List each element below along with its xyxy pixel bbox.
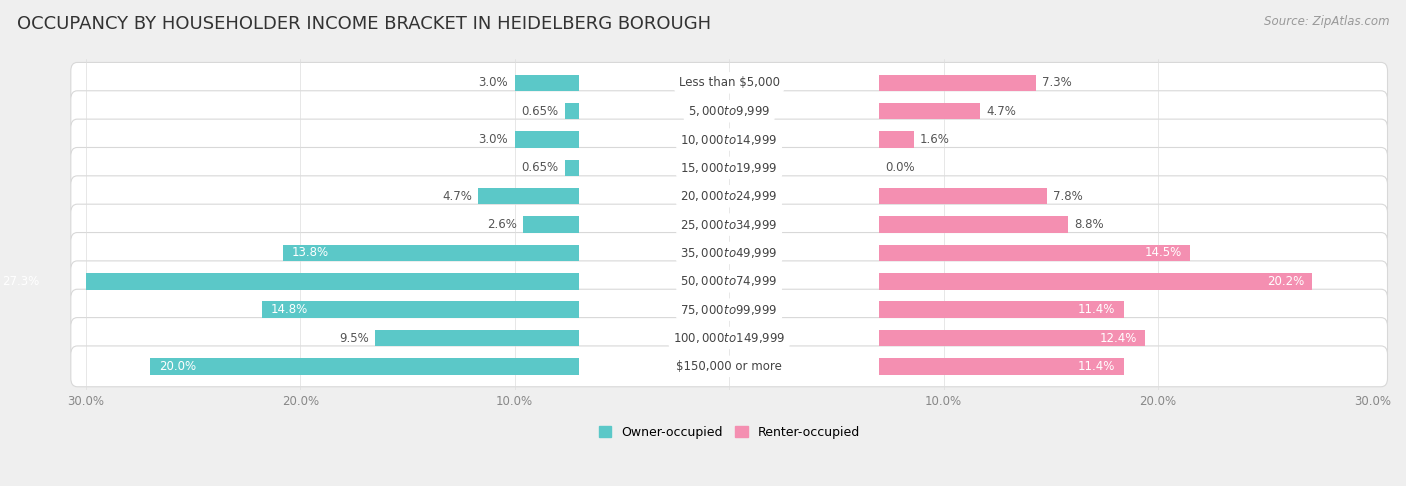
Bar xyxy=(879,75,1036,91)
Text: $150,000 or more: $150,000 or more xyxy=(676,360,782,373)
Text: 7.3%: 7.3% xyxy=(1042,76,1071,89)
Text: $15,000 to $19,999: $15,000 to $19,999 xyxy=(681,161,778,175)
Text: 3.0%: 3.0% xyxy=(478,76,509,89)
Text: 11.4%: 11.4% xyxy=(1078,303,1115,316)
Text: 14.8%: 14.8% xyxy=(270,303,308,316)
Bar xyxy=(879,330,1146,346)
Text: 11.4%: 11.4% xyxy=(1078,360,1115,373)
FancyBboxPatch shape xyxy=(70,147,1388,188)
FancyBboxPatch shape xyxy=(70,62,1388,103)
Bar xyxy=(879,301,1123,318)
Text: $50,000 to $74,999: $50,000 to $74,999 xyxy=(681,274,778,288)
FancyBboxPatch shape xyxy=(70,317,1388,358)
Text: 9.5%: 9.5% xyxy=(339,331,368,345)
Bar xyxy=(262,301,579,318)
Text: Source: ZipAtlas.com: Source: ZipAtlas.com xyxy=(1264,15,1389,28)
Text: $25,000 to $34,999: $25,000 to $34,999 xyxy=(681,218,778,232)
Text: 8.8%: 8.8% xyxy=(1074,218,1104,231)
Bar xyxy=(879,188,1046,205)
Text: OCCUPANCY BY HOUSEHOLDER INCOME BRACKET IN HEIDELBERG BOROUGH: OCCUPANCY BY HOUSEHOLDER INCOME BRACKET … xyxy=(17,15,711,33)
Bar xyxy=(0,273,579,290)
FancyBboxPatch shape xyxy=(70,346,1388,387)
Text: 12.4%: 12.4% xyxy=(1099,331,1136,345)
Bar xyxy=(565,160,579,176)
Text: 20.0%: 20.0% xyxy=(159,360,195,373)
Bar xyxy=(879,273,1312,290)
Text: 14.5%: 14.5% xyxy=(1144,246,1181,260)
Text: $35,000 to $49,999: $35,000 to $49,999 xyxy=(681,246,778,260)
Text: 2.6%: 2.6% xyxy=(486,218,517,231)
FancyBboxPatch shape xyxy=(70,119,1388,160)
FancyBboxPatch shape xyxy=(70,261,1388,302)
Text: $20,000 to $24,999: $20,000 to $24,999 xyxy=(681,189,778,203)
Text: 4.7%: 4.7% xyxy=(441,190,472,203)
Text: $100,000 to $149,999: $100,000 to $149,999 xyxy=(673,331,786,345)
Bar xyxy=(565,103,579,120)
FancyBboxPatch shape xyxy=(70,289,1388,330)
Bar xyxy=(150,358,579,375)
Text: 0.65%: 0.65% xyxy=(522,104,558,118)
Text: $5,000 to $9,999: $5,000 to $9,999 xyxy=(688,104,770,118)
Text: 0.65%: 0.65% xyxy=(522,161,558,174)
Text: 7.8%: 7.8% xyxy=(1053,190,1083,203)
Bar xyxy=(375,330,579,346)
FancyBboxPatch shape xyxy=(70,91,1388,132)
Bar xyxy=(879,245,1191,261)
Bar xyxy=(879,216,1069,233)
Text: $75,000 to $99,999: $75,000 to $99,999 xyxy=(681,303,778,317)
Text: $10,000 to $14,999: $10,000 to $14,999 xyxy=(681,133,778,147)
Legend: Owner-occupied, Renter-occupied: Owner-occupied, Renter-occupied xyxy=(593,421,865,444)
Bar xyxy=(283,245,579,261)
Text: 0.0%: 0.0% xyxy=(886,161,915,174)
Text: 27.3%: 27.3% xyxy=(3,275,39,288)
Bar xyxy=(515,75,579,91)
Bar xyxy=(523,216,579,233)
FancyBboxPatch shape xyxy=(70,232,1388,273)
FancyBboxPatch shape xyxy=(70,176,1388,217)
Text: 3.0%: 3.0% xyxy=(478,133,509,146)
Bar xyxy=(879,131,914,148)
Text: 1.6%: 1.6% xyxy=(920,133,950,146)
Bar xyxy=(879,358,1123,375)
Text: 4.7%: 4.7% xyxy=(987,104,1017,118)
Bar xyxy=(879,103,980,120)
Text: 13.8%: 13.8% xyxy=(291,246,329,260)
FancyBboxPatch shape xyxy=(70,204,1388,245)
Bar xyxy=(478,188,579,205)
Text: 20.2%: 20.2% xyxy=(1267,275,1303,288)
Bar xyxy=(515,131,579,148)
Text: Less than $5,000: Less than $5,000 xyxy=(679,76,780,89)
